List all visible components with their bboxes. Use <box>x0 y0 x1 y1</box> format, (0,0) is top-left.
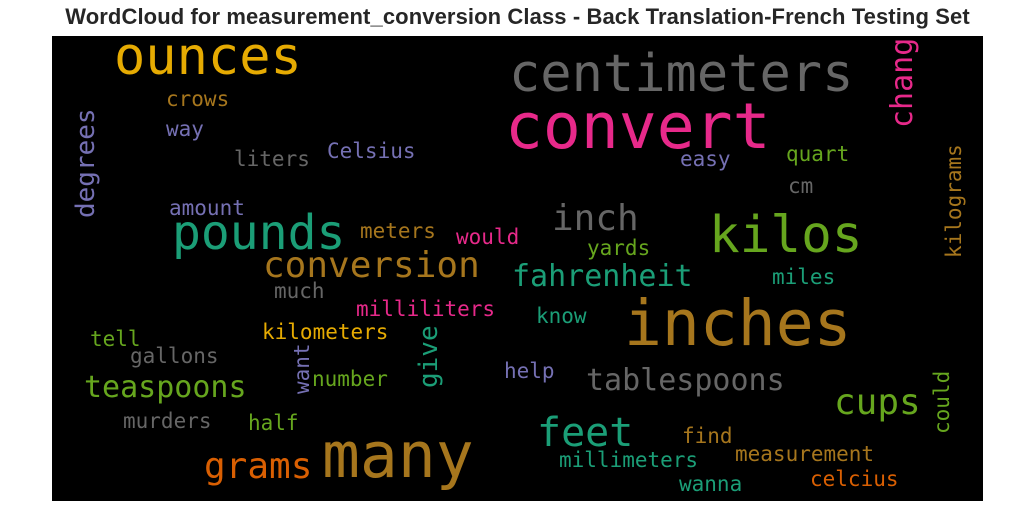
word-crows: crows <box>166 87 229 111</box>
word-cups: cups <box>834 382 921 423</box>
word-convert: convert <box>505 90 771 163</box>
word-inches: inches <box>624 287 852 360</box>
word-degrees: degrees <box>71 108 101 218</box>
word-wanna: wanna <box>679 472 742 496</box>
word-amount: amount <box>169 196 245 220</box>
word-way: way <box>166 117 204 141</box>
word-feet: feet <box>537 410 633 456</box>
word-yards: yards <box>587 236 650 260</box>
word-easy: easy <box>680 147 731 171</box>
word-conversion: conversion <box>263 245 480 286</box>
word-tell: tell <box>90 327 141 351</box>
word-teaspoons: teaspoons <box>84 370 247 405</box>
word-fahrenheit: fahrenheit <box>512 259 693 294</box>
word-ounces: ounces <box>114 36 302 87</box>
word-cm: cm <box>788 174 813 198</box>
word-much: much <box>274 279 325 303</box>
word-grams: grams <box>204 446 312 487</box>
word-give: give <box>414 325 444 388</box>
word-number: number <box>312 367 388 391</box>
word-kilometers: kilometers <box>262 320 388 344</box>
word-find: find <box>682 424 733 448</box>
chart-title: WordCloud for measurement_conversion Cla… <box>65 4 970 29</box>
word-tablespoons: tablespoons <box>586 363 785 398</box>
word-millimeters: millimeters <box>559 448 698 472</box>
word-gallons: gallons <box>130 344 219 368</box>
word-many: many <box>322 419 474 492</box>
word-centimeters: centimeters <box>509 44 853 104</box>
word-kilos: kilos <box>709 206 863 265</box>
wordcloud-canvas: ounces centimeters convert change crows degre… <box>52 36 983 501</box>
word-quart: quart <box>786 142 849 166</box>
word-would: would <box>456 225 519 249</box>
word-murders: murders <box>123 409 212 433</box>
word-milliliters: milliliters <box>356 297 495 321</box>
word-miles: miles <box>772 265 835 289</box>
word-inch: inch <box>552 198 639 239</box>
word-could: could <box>930 371 954 434</box>
word-want: want <box>290 343 314 394</box>
word-liters: liters <box>234 147 310 171</box>
word-measurement: measurement <box>735 442 874 466</box>
word-help: help <box>504 359 555 383</box>
word-change: change <box>885 36 920 128</box>
word-celcius: celcius <box>810 467 899 491</box>
word-kilograms: kilograms <box>942 144 966 258</box>
word-celsius: Celsius <box>327 139 416 163</box>
word-know: know <box>536 304 587 328</box>
word-half: half <box>248 411 299 435</box>
word-meters: meters <box>360 219 436 243</box>
word-pounds: pounds <box>172 205 345 261</box>
